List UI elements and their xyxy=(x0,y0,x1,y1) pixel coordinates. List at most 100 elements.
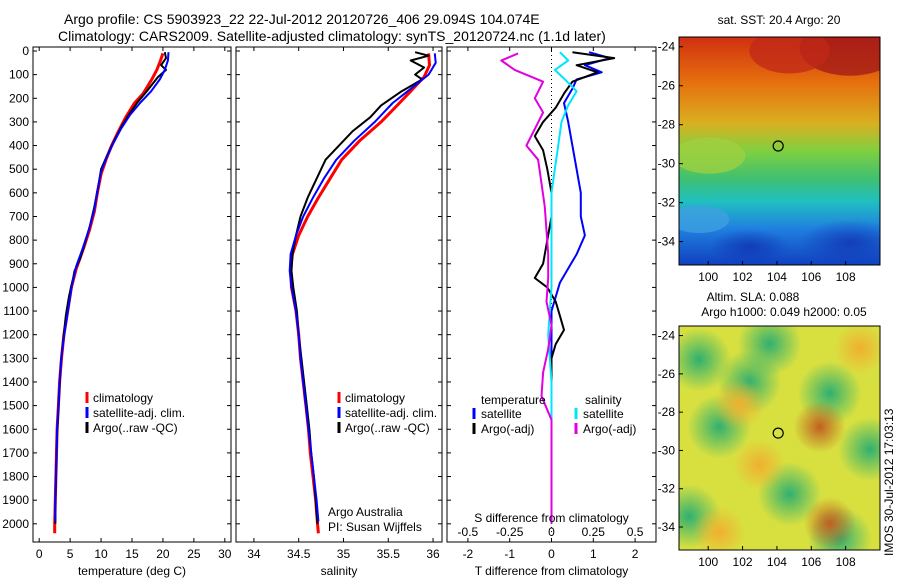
map-lon-label: 106 xyxy=(801,555,821,569)
sst-feature xyxy=(679,137,746,174)
depth-tick-label: 500 xyxy=(9,162,29,176)
s-diff-tick-label: 0.25 xyxy=(582,525,606,539)
t-diff-tick-label: 2 xyxy=(632,547,639,561)
sla-feature xyxy=(833,326,880,375)
sst-map-title: sat. SST: 20.4 Argo: 20 xyxy=(718,13,841,27)
s-diff-tick-label: -0.5 xyxy=(458,525,479,539)
legend-label: Argo(-adj) xyxy=(481,422,534,436)
salinity-axis-label: salinity xyxy=(321,564,358,578)
profile-title: Argo profile: CS 5903923_22 22-Jul-2012 … xyxy=(64,11,540,27)
sst-heatmap xyxy=(679,37,880,265)
depth-tick-label: 1200 xyxy=(2,328,29,342)
temperature-tick-label: 0 xyxy=(36,547,43,561)
depth-tick-label: 1400 xyxy=(2,375,29,389)
depth-tick-label: 1700 xyxy=(2,446,29,460)
sla-heatmap xyxy=(679,326,880,550)
depth-tick-label: 1800 xyxy=(2,470,29,484)
legend-label: climatology xyxy=(345,391,405,405)
map-lon-label: 102 xyxy=(733,555,753,569)
map-lat-label: -26 xyxy=(658,367,676,381)
sla-feature xyxy=(803,496,856,550)
legend-label: Argo(..raw -QC) xyxy=(345,421,430,435)
attribution-line-2: PI: Susan Wijffels xyxy=(328,520,422,534)
sla-field xyxy=(679,326,880,550)
depth-tick-label: 0 xyxy=(22,44,29,58)
series-line-diff-2 xyxy=(547,51,578,524)
map-lat-label: -28 xyxy=(658,118,676,132)
depth-tick-label: 600 xyxy=(9,186,29,200)
legend-label: Argo(..raw -QC) xyxy=(93,421,178,435)
map-lon-label: 106 xyxy=(801,270,821,284)
s-diff-tick-label: 0.5 xyxy=(627,525,644,539)
salinity-tick-label: 34 xyxy=(247,547,261,561)
attribution-line-1: Argo Australia xyxy=(328,505,403,519)
imos-timestamp: IMOS 30-Jul-2012 17:03:13 xyxy=(882,408,896,556)
series-line-diff-0 xyxy=(550,51,611,524)
sst-feature xyxy=(799,219,880,265)
salinity-tick-label: 34.5 xyxy=(287,547,311,561)
panel-frame-temperature xyxy=(32,46,232,543)
map-lat-label: -32 xyxy=(658,482,676,496)
legend-label: satellite xyxy=(583,407,624,421)
sst-field xyxy=(679,37,880,265)
sla-feature xyxy=(793,400,846,453)
climatology-title: Climatology: CARS2009. Satellite-adjuste… xyxy=(58,28,606,44)
legend-label: Argo(-adj) xyxy=(583,422,636,436)
legend-label: satellite-adj. clim. xyxy=(345,406,437,420)
salinity-tick-label: 35.5 xyxy=(377,547,401,561)
sst-feature xyxy=(709,228,790,265)
salinity-tick-label: 35 xyxy=(337,547,351,561)
legend-label: climatology xyxy=(93,391,153,405)
map-lon-label: 100 xyxy=(698,270,718,284)
depth-tick-label: 2000 xyxy=(2,517,29,531)
legend-label: satellite-adj. clim. xyxy=(93,406,185,420)
depth-tick-label: 100 xyxy=(9,68,29,82)
salinity-tick-label: 36 xyxy=(426,547,440,561)
map-lat-label: -24 xyxy=(658,329,676,343)
sla-map-subtitle: Argo h1000: 0.049 h2000: 0.05 xyxy=(701,305,867,319)
panel-frame-salinity xyxy=(235,46,443,543)
depth-tick-label: 900 xyxy=(9,257,29,271)
depth-tick-label: 300 xyxy=(9,115,29,129)
map-lon-label: 100 xyxy=(698,555,718,569)
t-diff-tick-label: 1 xyxy=(590,547,597,561)
map-lat-label: -26 xyxy=(658,79,676,93)
sla-feature xyxy=(693,505,746,550)
map-lat-label: -30 xyxy=(658,157,676,171)
s-diff-tick-label: 0 xyxy=(548,525,555,539)
map-lon-label: 108 xyxy=(836,555,856,569)
series-line-diff-3 xyxy=(500,52,553,524)
depth-tick-label: 1600 xyxy=(2,422,29,436)
temperature-tick-label: 25 xyxy=(187,547,201,561)
sst-feature xyxy=(679,205,730,234)
depth-tick-label: 1900 xyxy=(2,493,29,507)
t-diff-tick-label: -1 xyxy=(504,547,515,561)
map-lat-label: -28 xyxy=(658,405,676,419)
map-lat-label: -34 xyxy=(658,520,676,534)
map-lon-label: 102 xyxy=(733,270,753,284)
sla-feature xyxy=(837,417,880,482)
legend-label: satellite xyxy=(481,407,522,421)
sla-feature xyxy=(713,378,766,431)
t-diff-axis-label: T difference from climatology xyxy=(475,564,629,578)
depth-tick-label: 1500 xyxy=(2,399,29,413)
sst-map-frame xyxy=(678,36,881,266)
temperature-tick-label: 15 xyxy=(125,547,139,561)
depth-tick-label: 700 xyxy=(9,209,29,223)
map-lat-label: -34 xyxy=(658,235,676,249)
sla-feature xyxy=(733,438,786,492)
depth-tick-label: 1100 xyxy=(3,304,29,318)
series-line-temp-2 xyxy=(54,52,170,522)
map-lat-label: -24 xyxy=(658,40,676,54)
series-line-sal-2 xyxy=(288,53,437,522)
legend-title-temperature: temperature xyxy=(481,393,546,407)
depth-tick-label: 200 xyxy=(9,91,29,105)
temperature-tick-label: 20 xyxy=(156,547,170,561)
map-lat-label: -30 xyxy=(658,443,676,457)
sla-map-frame xyxy=(678,325,881,551)
s-diff-tick-label: -0.25 xyxy=(496,525,524,539)
map-lon-label: 104 xyxy=(767,555,787,569)
temperature-axis-label: temperature (deg C) xyxy=(78,564,186,578)
depth-tick-label: 800 xyxy=(9,233,29,247)
series-line-diff-1 xyxy=(533,51,616,524)
